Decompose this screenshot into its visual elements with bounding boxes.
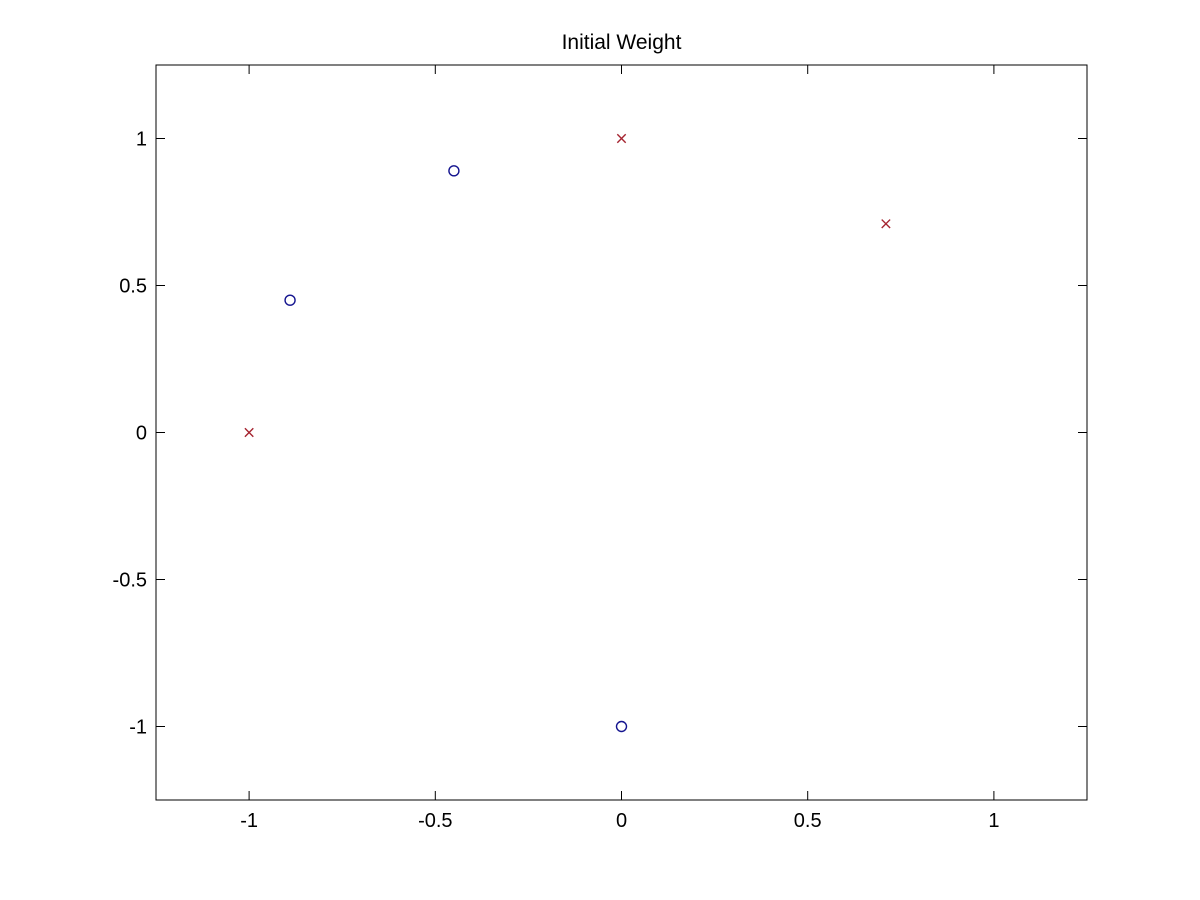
y-tick-label: 0.5 bbox=[119, 276, 147, 298]
x-tick-label: 1 bbox=[988, 810, 999, 832]
axes-box bbox=[155, 64, 1088, 801]
x-tick-label: 0.5 bbox=[794, 810, 822, 832]
data-marker-cross bbox=[881, 219, 891, 229]
data-marker-cross bbox=[616, 133, 627, 144]
x-tick-label: -1 bbox=[240, 810, 258, 832]
y-tick-label: -1 bbox=[129, 717, 147, 739]
y-tick-label: 1 bbox=[136, 129, 147, 151]
y-tick-label: 0 bbox=[136, 423, 147, 445]
x-tick-label: 0 bbox=[616, 810, 627, 832]
y-tick-label: -0.5 bbox=[113, 570, 147, 592]
data-marker-cross bbox=[244, 427, 254, 438]
data-marker-circle bbox=[615, 720, 628, 733]
x-tick-label: -0.5 bbox=[418, 810, 452, 832]
data-marker-circle bbox=[284, 294, 296, 306]
data-marker-circle bbox=[448, 165, 460, 177]
chart-title: Initial Weight bbox=[561, 31, 682, 54]
